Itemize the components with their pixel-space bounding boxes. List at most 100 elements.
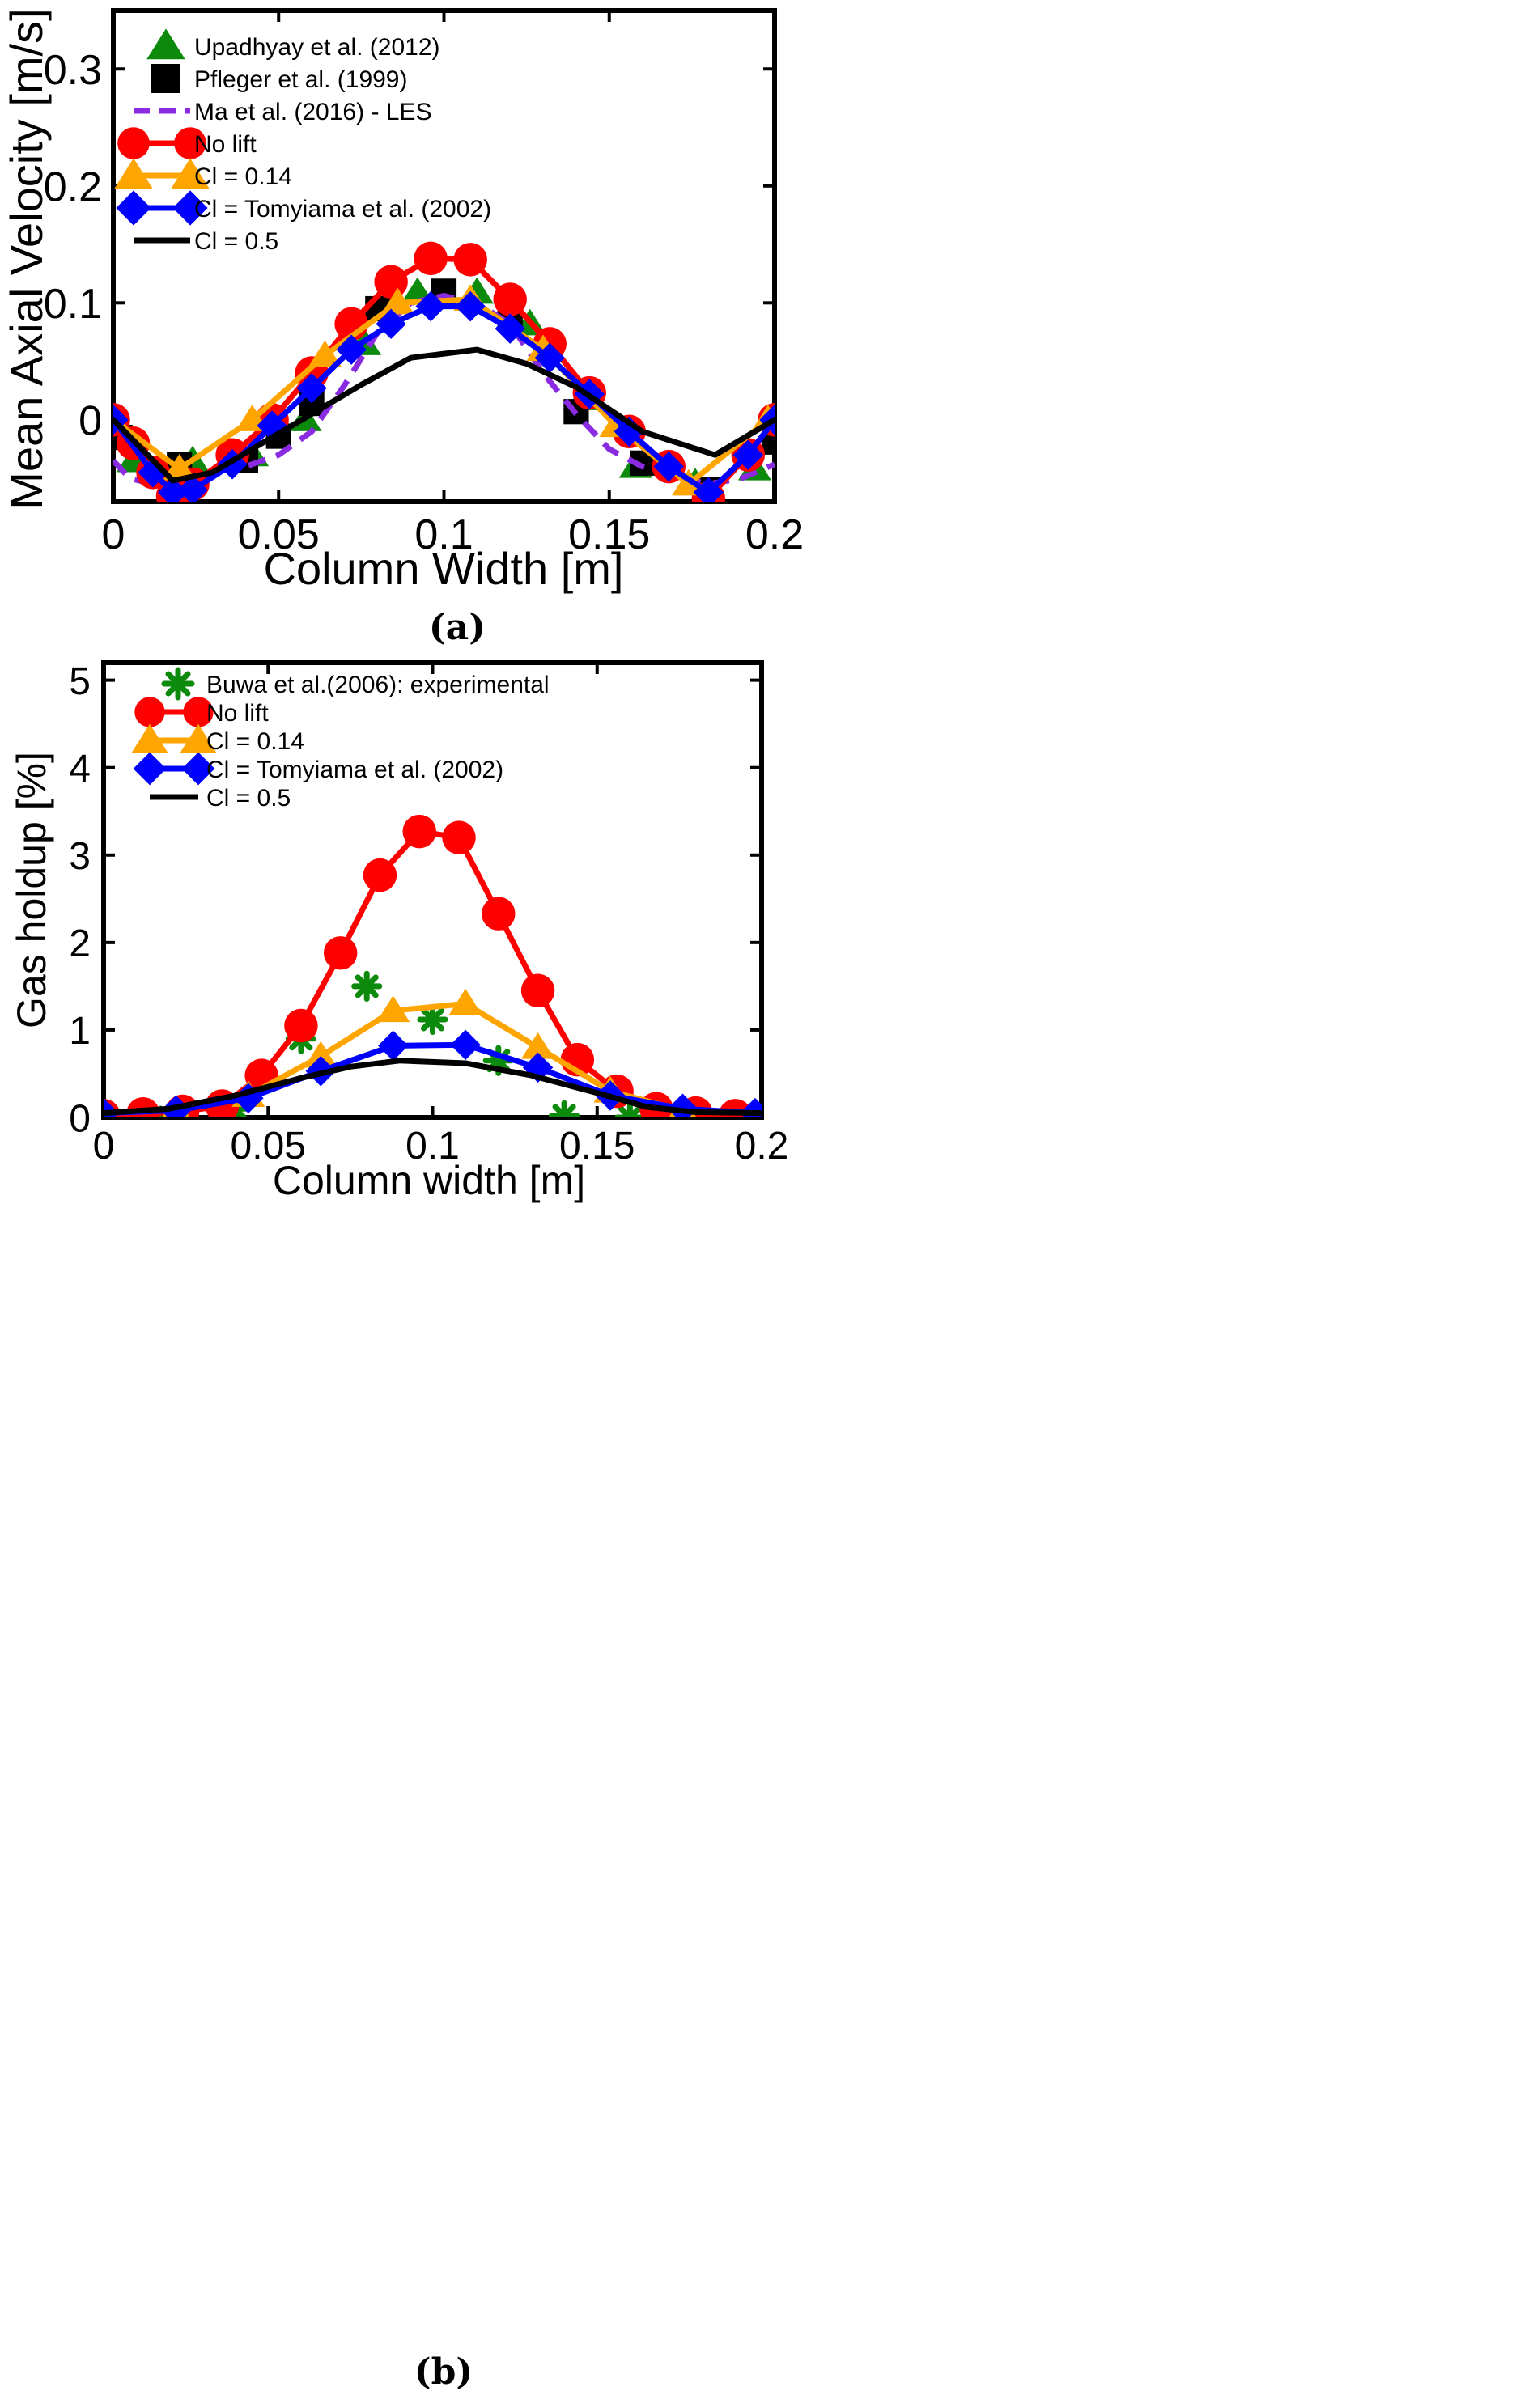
series-line	[104, 1041, 758, 1117]
data-point	[157, 477, 189, 502]
chart-panel-b: 0 0.05 0.1 0.15 0.2 0 1 2 3 4 5 Column width [m] Gas…	[9, 660, 788, 2393]
y-axis-title: Mean Axial Velocity [m/s]	[1, 8, 52, 509]
legend-label: Cl = 0.14	[206, 728, 304, 755]
legend-label: Cl = Tomyiama et al. (2002)	[194, 196, 491, 223]
x-axis-title: Column Width [m]	[264, 543, 624, 594]
legend-label: Cl = Tomyiama et al. (2002)	[206, 757, 503, 783]
data-point	[614, 416, 644, 447]
legend-marker	[116, 190, 151, 226]
legend-marker	[172, 190, 208, 226]
legend-marker	[131, 723, 168, 753]
data-point	[448, 988, 482, 1015]
plot-area	[113, 241, 775, 502]
legend-label: No lift	[206, 700, 269, 727]
data-point	[534, 342, 565, 373]
legend-item: Upadhyay et al. (2012)	[146, 28, 440, 61]
legend-marker	[133, 752, 167, 786]
y-tick-label: 3	[69, 835, 91, 878]
x-tick-label: 0	[93, 1125, 115, 1168]
data-point	[653, 451, 684, 482]
data-point	[455, 290, 486, 322]
x-tick-label: 0.15	[559, 1125, 635, 1168]
legend-marker	[174, 127, 206, 159]
data-point	[363, 858, 397, 892]
legend-marker	[171, 158, 210, 189]
data-point	[442, 820, 476, 854]
data-point	[522, 1052, 554, 1083]
series-1	[104, 814, 753, 1117]
data-point	[374, 265, 408, 299]
data-point	[376, 995, 410, 1023]
data-point	[453, 243, 487, 277]
chart-panel-a: 0 0.05 0.1 0.15 0.2 0 0.1 0.2 0.3 Column Width [m…	[1, 8, 804, 648]
legend-label: No lift	[194, 131, 257, 158]
data-point	[732, 439, 764, 470]
legend-item: Cl = 0.5	[134, 228, 278, 255]
legend-item: No lift	[134, 697, 269, 727]
legend-item: Pfleger et al. (1999)	[151, 64, 407, 93]
legend-label: Cl = 0.5	[206, 785, 291, 812]
legend-item: Ma et al. (2016) - LES	[134, 99, 431, 125]
data-point	[415, 290, 446, 322]
data-point	[520, 1032, 555, 1059]
legend-label: Buwa et al.(2006): experimental	[206, 672, 550, 698]
legend-marker	[181, 752, 215, 786]
data-point	[376, 308, 406, 340]
legend-label: Upadhyay et al. (2012)	[194, 34, 440, 61]
legend-item: Cl = Tomyiama et al. (2002)	[133, 752, 503, 786]
legend-item: Cl = 0.5	[150, 785, 291, 812]
x-axis-title: Column width [m]	[273, 1158, 585, 1203]
data-point	[693, 477, 724, 502]
legend-marker	[183, 697, 214, 727]
y-tick-label: 0	[69, 1097, 91, 1140]
legend-marker	[114, 158, 153, 189]
legend: Upadhyay et al. (2012) Pfleger et al. (19…	[114, 28, 491, 255]
legend-marker	[146, 28, 185, 60]
x-tick-label: 0.05	[238, 511, 320, 558]
data-point	[380, 287, 414, 315]
legend-label: Ma et al. (2016) - LES	[194, 99, 431, 125]
data-point	[351, 970, 383, 1002]
y-tick-label: 5	[69, 660, 91, 703]
data-point	[417, 1003, 448, 1036]
data-point	[759, 405, 775, 435]
legend-marker	[134, 697, 165, 727]
y-tick-label: 0.3	[44, 47, 102, 94]
legend-label: Cl = 0.5	[194, 228, 278, 255]
y-tick-label: 1	[69, 1010, 91, 1053]
legend-item: Cl = Tomyiama et al. (2002)	[116, 190, 491, 226]
legend-marker	[117, 127, 150, 159]
plot-area	[104, 814, 762, 1117]
data-point	[308, 340, 342, 367]
data-point	[296, 373, 327, 404]
y-tick-label: 0	[79, 398, 102, 445]
data-point	[323, 936, 358, 970]
series-4	[104, 1058, 762, 1117]
data-point	[549, 1100, 580, 1117]
x-tick-label: 0.05	[231, 1125, 306, 1168]
data-point	[493, 282, 527, 316]
data-point	[304, 1041, 338, 1068]
data-point	[414, 241, 448, 276]
x-tick-label: 0.2	[735, 1125, 789, 1168]
y-tick-label: 4	[69, 748, 91, 791]
data-point	[284, 1008, 318, 1043]
x-tick-label: 0.2	[745, 511, 804, 558]
series-line	[104, 829, 738, 1117]
legend-item: No lift	[117, 127, 257, 159]
data-point	[495, 313, 525, 344]
x-tick-label: 0	[102, 511, 125, 558]
x-tick-label: 0.1	[414, 511, 473, 558]
data-point	[520, 973, 555, 1008]
y-tick-label: 0.1	[44, 281, 102, 328]
x-tick-label: 0.15	[568, 511, 650, 558]
legend-marker	[161, 667, 195, 701]
y-tick-label: 0.2	[44, 164, 102, 211]
legend-marker	[180, 723, 217, 753]
legend-item: Buwa et al.(2006): experimental	[161, 667, 550, 701]
legend-item: Cl = 0.14	[131, 723, 304, 755]
data-point	[177, 474, 208, 502]
data-point	[233, 1083, 264, 1113]
